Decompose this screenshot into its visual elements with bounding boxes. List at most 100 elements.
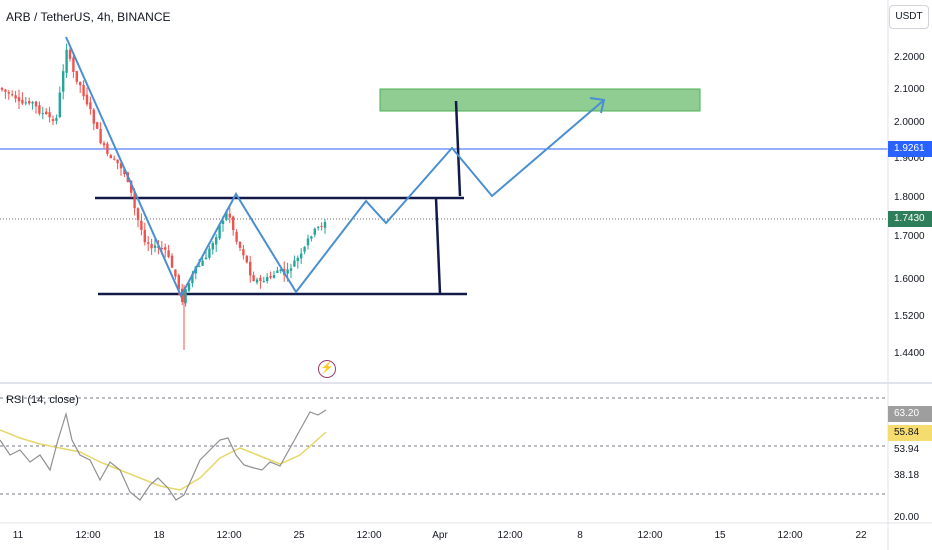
candle-body xyxy=(232,216,235,231)
rsi-title[interactable]: RSI (14, close) xyxy=(6,394,79,406)
candle-body xyxy=(208,248,211,258)
candle-body xyxy=(45,111,48,115)
candle-body xyxy=(201,260,204,266)
candle-body xyxy=(4,89,7,92)
rsi-tag: 63.20 xyxy=(888,406,932,422)
price-label: 1.8000 xyxy=(894,192,925,203)
candle-body xyxy=(130,180,133,193)
candle-body xyxy=(160,248,163,250)
candle-body xyxy=(276,270,279,273)
candle-body xyxy=(109,155,112,159)
candle-body xyxy=(102,143,106,146)
candle-body xyxy=(79,82,82,86)
candle-body xyxy=(7,92,10,94)
candle-body xyxy=(269,276,272,278)
candle-body xyxy=(153,245,157,248)
candle-body xyxy=(204,257,208,260)
target-zone[interactable] xyxy=(379,88,701,112)
currency-button[interactable]: USDT xyxy=(889,5,929,29)
price-label: 2.1000 xyxy=(894,84,925,95)
candle-body xyxy=(191,274,194,284)
candle-body xyxy=(170,255,174,268)
candle-body xyxy=(41,113,44,115)
candle-body xyxy=(89,102,92,110)
candle-body xyxy=(82,84,85,97)
candle-body xyxy=(34,101,38,107)
rsi-axis-label: 38.18 xyxy=(894,470,920,481)
candle-body xyxy=(310,236,313,239)
candle-body xyxy=(68,49,72,59)
time-label: 11 xyxy=(12,530,24,541)
candle-body xyxy=(215,237,218,245)
candle-body xyxy=(198,266,201,268)
candle-body xyxy=(28,101,31,104)
candle-body xyxy=(62,71,65,92)
price-label: 2.0000 xyxy=(894,117,925,128)
price-tag-blue: 1.9261 xyxy=(888,141,932,157)
candle-body xyxy=(96,122,99,129)
arrow-head xyxy=(589,97,606,114)
candle-body xyxy=(136,208,140,221)
candle-body xyxy=(303,246,306,252)
candle-body xyxy=(300,253,303,259)
time-label: 8 xyxy=(577,530,583,541)
candle-body xyxy=(147,242,150,244)
candle-body xyxy=(164,247,167,250)
candle-body xyxy=(317,226,320,228)
measure-line-2[interactable] xyxy=(454,100,462,197)
candle-body xyxy=(51,119,55,122)
candle-body xyxy=(48,112,51,118)
candle-body xyxy=(238,242,242,248)
time-label: 12:00 xyxy=(75,530,101,541)
candle-body xyxy=(286,269,289,274)
candle-body xyxy=(150,243,153,249)
candle-body xyxy=(293,260,296,267)
candles xyxy=(0,43,327,350)
candle-body xyxy=(92,109,95,124)
candle-body xyxy=(235,231,238,242)
candle-body xyxy=(75,71,78,82)
candle-body xyxy=(123,169,126,175)
projection-path[interactable] xyxy=(65,36,605,299)
price-label: 1.4400 xyxy=(894,348,925,359)
time-label: 12:00 xyxy=(497,530,523,541)
candle-body xyxy=(116,159,119,164)
candle-body xyxy=(174,269,177,277)
candle-body xyxy=(225,212,228,220)
time-label: 12:00 xyxy=(216,530,242,541)
candle-body xyxy=(177,275,180,290)
price-label: 1.9000 xyxy=(894,153,925,164)
symbol-title[interactable]: ARB / TetherUS, 4h, BINANCE xyxy=(6,10,171,24)
candle-body xyxy=(72,57,75,72)
lightning-icon[interactable]: ⚡ xyxy=(318,360,336,378)
price-label: 1.7000 xyxy=(894,231,925,242)
candle-body xyxy=(249,261,252,276)
candle-body xyxy=(85,94,89,105)
candle-body xyxy=(167,250,170,257)
candle-body xyxy=(58,92,61,118)
price-label: 1.6000 xyxy=(894,274,925,285)
price-label: 2.2000 xyxy=(894,52,925,63)
candle-body xyxy=(21,99,24,104)
candle-body xyxy=(245,255,248,263)
candle-body xyxy=(140,220,143,230)
candle-body xyxy=(24,102,27,104)
price-tag-last: 1.7430 xyxy=(888,211,932,227)
candle-body xyxy=(55,118,58,121)
candle-body xyxy=(113,158,116,160)
rsi-axis-label: 53.94 xyxy=(894,444,920,455)
candle-body xyxy=(65,49,68,73)
rsi-ma-line xyxy=(0,429,327,491)
candle-body xyxy=(184,289,187,304)
candle-body xyxy=(279,269,282,272)
time-label: 15 xyxy=(714,530,726,541)
time-label: 18 xyxy=(153,530,165,541)
time-label: 22 xyxy=(855,530,867,541)
measure-line-1[interactable] xyxy=(434,197,442,295)
candle-body xyxy=(38,105,41,114)
candle-body xyxy=(242,249,245,256)
time-label: 12:00 xyxy=(637,530,663,541)
candle-body xyxy=(106,143,109,154)
candle-body xyxy=(218,225,221,239)
